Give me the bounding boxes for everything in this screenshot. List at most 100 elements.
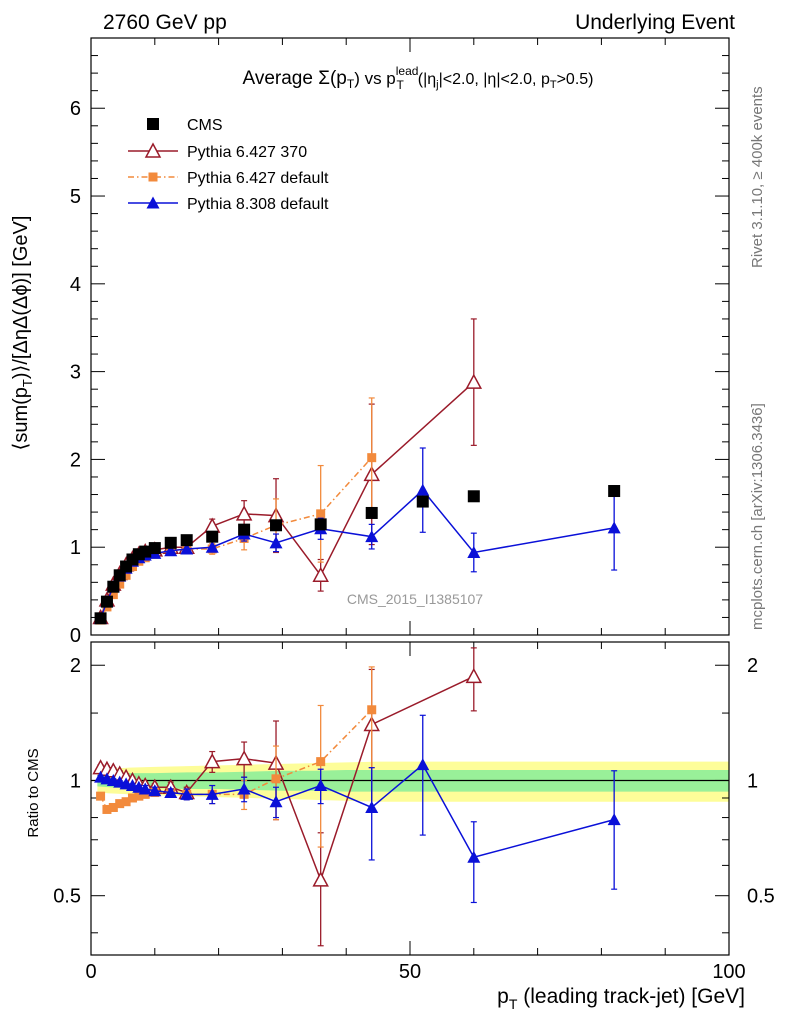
data-point	[467, 545, 481, 558]
ylabel-sub-T: T	[20, 379, 35, 387]
data-point	[139, 545, 152, 558]
data-point	[367, 453, 377, 463]
x-tick-label: 0	[85, 961, 96, 983]
data-point	[148, 542, 161, 555]
data-point	[269, 536, 283, 549]
data-point	[237, 782, 251, 795]
data-point	[180, 542, 194, 555]
main-panel: 0 1 2 3 4 5 6	[70, 37, 730, 647]
title-text-1: Average	[243, 68, 319, 89]
legend-label: Pythia 6.427 default	[187, 170, 329, 187]
legend-label: CMS	[187, 117, 223, 134]
header-right: Underlying Event	[575, 11, 735, 34]
y-tick-label: 5	[70, 186, 81, 208]
data-point	[127, 793, 137, 803]
data-point	[96, 791, 106, 801]
y-tick-label: 0.5	[53, 886, 81, 908]
title-sub-T: T	[347, 77, 355, 91]
y-tick-label: 2	[70, 655, 81, 677]
data-point	[316, 757, 326, 767]
title-sub-j: j	[435, 79, 438, 91]
xlabel-p: p	[497, 985, 509, 1008]
xlabel-sub-T: T	[509, 996, 518, 1012]
legend-marker	[148, 172, 158, 182]
data-point	[365, 530, 379, 543]
x-tick-label: 50	[399, 961, 421, 983]
y-tick-label-right: 0.5	[747, 886, 775, 908]
title-text-4: |<2.0, |η|<2.0, p	[439, 71, 550, 88]
data-point	[180, 787, 194, 800]
title-sup-lead: lead	[396, 64, 419, 78]
data-point	[467, 490, 480, 503]
data-point	[102, 804, 112, 814]
data-point	[100, 595, 113, 608]
data-point	[115, 799, 125, 809]
y-tick-label: 2	[70, 449, 81, 471]
x-axis-label: pT (leading track-jet) [GeV]	[497, 985, 745, 1012]
legend-item-py6_370: Pythia 6.427 370	[128, 142, 307, 161]
y-tick-label: 1	[70, 770, 81, 792]
legend-label: Pythia 6.427 370	[187, 144, 307, 161]
data-point	[465, 667, 483, 684]
header-left: 2760 GeV pp	[103, 11, 227, 34]
data-point	[270, 519, 283, 532]
data-point	[205, 787, 219, 800]
legend-label: Pythia 8.308 default	[187, 196, 329, 213]
data-point	[367, 705, 377, 715]
title-text-5: >0.5)	[557, 71, 594, 88]
data-point	[108, 802, 118, 812]
legend-item-py6_def: Pythia 6.427 default	[128, 170, 329, 187]
data-point	[269, 795, 283, 808]
y-axis-label: ⟨sum(pT)⟩/[ΔηΔ(Δϕ)] [GeV]	[10, 216, 35, 451]
data-point	[121, 570, 131, 580]
data-point	[271, 774, 281, 784]
data-point	[134, 791, 144, 801]
data-point	[607, 813, 621, 826]
series-py8	[94, 714, 621, 904]
data-point	[365, 800, 379, 813]
data-point	[312, 566, 329, 583]
data-point	[138, 782, 152, 795]
data-point	[416, 483, 430, 496]
data-point	[608, 485, 621, 498]
data-point	[314, 779, 328, 792]
data-point	[108, 590, 118, 600]
series-py6_def	[96, 397, 377, 625]
data-point	[164, 544, 178, 557]
legend-marker	[147, 118, 159, 130]
ratio-panel: 0.5 0.5 1 1 2 2 0 50 100	[53, 641, 775, 983]
data-point	[238, 523, 251, 536]
legend-item-py8: Pythia 8.308 default	[128, 196, 329, 213]
ratio-y-label: Ratio to CMS	[25, 748, 42, 837]
data-point	[148, 784, 162, 797]
y-tick-label-right: 2	[747, 655, 758, 677]
data-point	[235, 750, 253, 766]
data-point	[203, 753, 221, 769]
data-point	[164, 536, 177, 549]
legend: CMS Pythia 6.427 370 Pythia 6.427 default P…	[128, 117, 329, 213]
side-rivet: Rivet 3.1.10, ≥ 400k events	[749, 86, 766, 268]
data-point	[416, 758, 430, 771]
ylabel-part2: )⟩/[ΔηΔ(Δϕ)] [GeV]	[10, 216, 32, 380]
legend-item-cms: CMS	[147, 117, 223, 134]
legend-marker	[146, 196, 160, 209]
data-point	[206, 530, 219, 543]
side-mcplots: mcplots.cern.ch [arXiv:1306.3436]	[749, 403, 766, 630]
data-point	[115, 579, 125, 589]
data-point	[107, 580, 120, 593]
title-text-2: ) vs p	[354, 69, 396, 88]
data-point	[205, 540, 219, 553]
data-point	[121, 797, 131, 807]
data-point	[312, 871, 329, 887]
y-tick-label: 6	[70, 98, 81, 120]
data-point	[235, 505, 253, 521]
data-point	[416, 495, 429, 508]
ylabel-part1: ⟨sum(p	[10, 387, 32, 450]
title-sigma: Σ(p	[318, 68, 347, 89]
data-point	[164, 786, 178, 799]
title-sub-T3: T	[550, 79, 557, 91]
data-point	[314, 518, 327, 531]
data-point	[467, 850, 481, 863]
watermark: CMS_2015_I1385107	[347, 591, 483, 607]
